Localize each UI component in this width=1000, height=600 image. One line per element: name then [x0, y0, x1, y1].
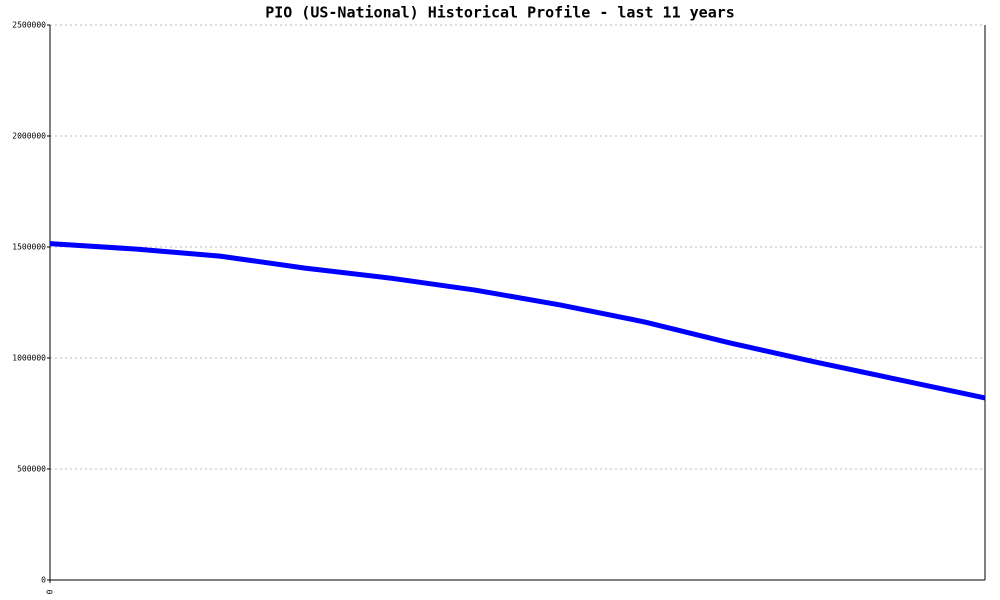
- y-tick-label: 0: [41, 576, 46, 585]
- y-tick-label: 1500000: [12, 243, 46, 252]
- y-tick-label: 2000000: [12, 132, 46, 141]
- y-tick-label: 1000000: [12, 354, 46, 363]
- y-tick-label: 500000: [17, 465, 46, 474]
- data-line: [49, 241, 986, 401]
- x-tick-label: 0: [46, 589, 55, 594]
- y-tick-label: 2500000: [12, 21, 46, 30]
- chart-title: PIO (US-National) Historical Profile - l…: [265, 4, 735, 22]
